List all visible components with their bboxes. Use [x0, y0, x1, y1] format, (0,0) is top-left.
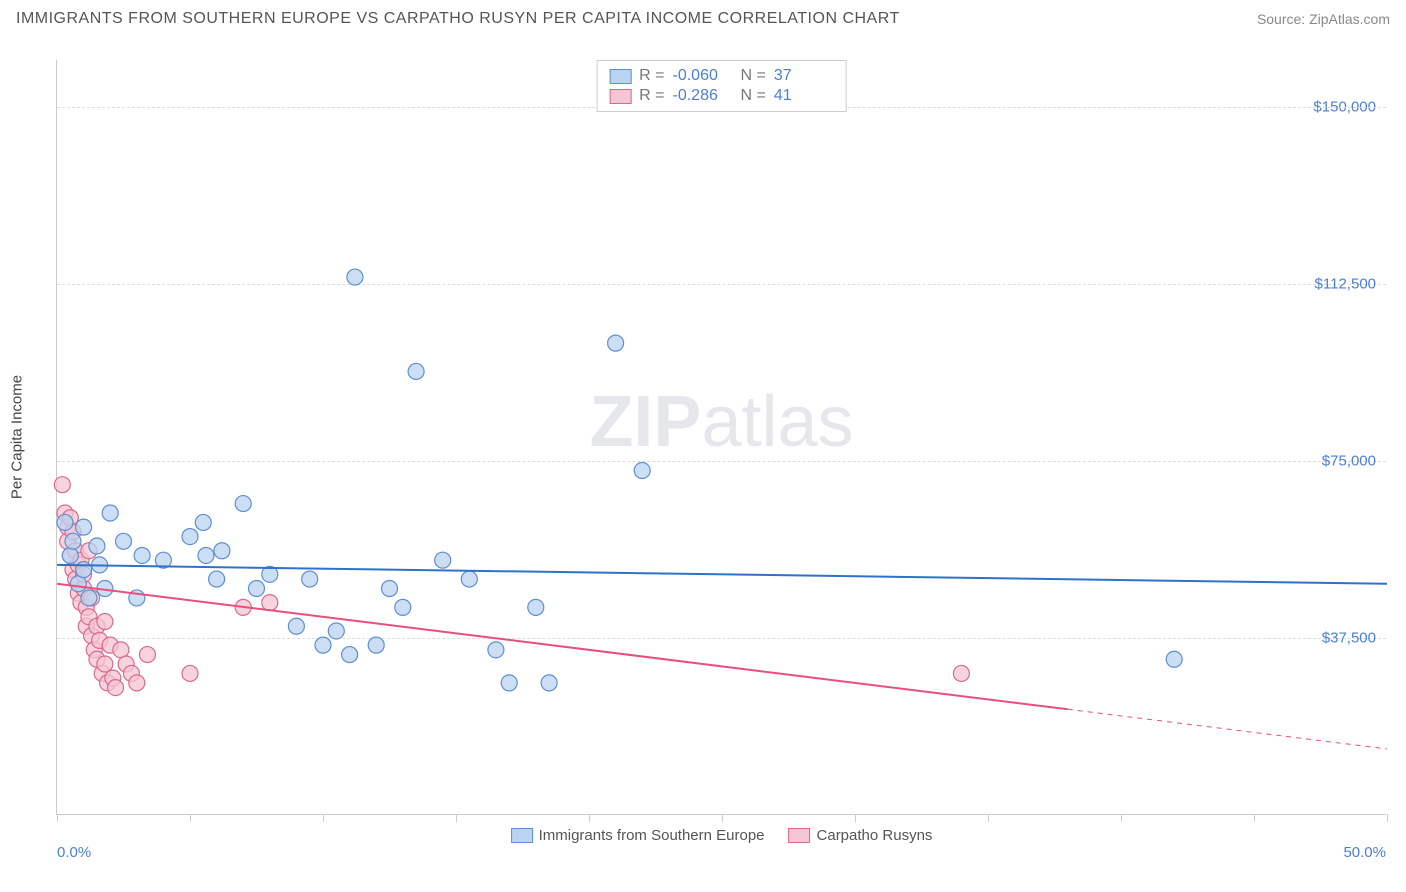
scatter-point: [235, 496, 251, 512]
x-tick-label-right: 50.0%: [1343, 844, 1386, 861]
legend-item-1: Carpatho Rusyns: [789, 827, 933, 844]
swatch-carpatho-rusyns: [609, 89, 631, 104]
scatter-point: [134, 547, 150, 563]
source-label: Source: ZipAtlas.com: [1257, 11, 1390, 27]
legend-swatch-southern-europe: [511, 828, 533, 843]
x-tick: [722, 814, 723, 822]
source-name: ZipAtlas.com: [1309, 11, 1390, 27]
scatter-point: [315, 637, 331, 653]
x-tick-label-left: 0.0%: [57, 844, 91, 861]
chart-container: IMMIGRANTS FROM SOUTHERN EUROPE VS CARPA…: [0, 0, 1406, 892]
scatter-point: [541, 675, 557, 691]
x-tick: [190, 814, 191, 822]
stats-row-0: R = -0.060 N = 37: [609, 67, 834, 85]
scatter-point: [108, 680, 124, 696]
scatter-point: [116, 533, 132, 549]
r-label-0: R =: [639, 67, 664, 85]
scatter-point: [54, 477, 70, 493]
n-value-0: 37: [774, 67, 834, 85]
scatter-point: [347, 269, 363, 285]
bottom-legend: Immigrants from Southern Europe Carpatho…: [511, 827, 933, 844]
x-tick: [1387, 814, 1388, 822]
scatter-point: [65, 533, 81, 549]
scatter-point: [102, 505, 118, 521]
scatter-point: [198, 547, 214, 563]
legend-swatch-carpatho-rusyns: [789, 828, 811, 843]
scatter-point: [302, 571, 318, 587]
header: IMMIGRANTS FROM SOUTHERN EUROPE VS CARPA…: [0, 0, 1406, 34]
scatter-point: [249, 581, 265, 597]
n-label-1: N =: [741, 87, 766, 105]
scatter-point: [1166, 651, 1182, 667]
chart-title: IMMIGRANTS FROM SOUTHERN EUROPE VS CARPA…: [16, 10, 900, 28]
r-label-1: R =: [639, 87, 664, 105]
scatter-point: [81, 590, 97, 606]
scatter-point: [76, 562, 92, 578]
x-tick: [1254, 814, 1255, 822]
scatter-point: [214, 543, 230, 559]
scatter-point: [528, 599, 544, 615]
scatter-point: [57, 514, 73, 530]
r-value-1: -0.286: [673, 87, 733, 105]
scatter-point: [488, 642, 504, 658]
x-tick: [589, 814, 590, 822]
scatter-point: [89, 538, 105, 554]
scatter-point: [368, 637, 384, 653]
scatter-point: [139, 647, 155, 663]
scatter-point: [953, 665, 969, 681]
scatter-point: [342, 647, 358, 663]
scatter-point: [97, 614, 113, 630]
scatter-point: [76, 519, 92, 535]
scatter-point: [97, 656, 113, 672]
regression-line-dashed: [1068, 709, 1387, 749]
x-tick: [988, 814, 989, 822]
r-value-0: -0.060: [673, 67, 733, 85]
scatter-point: [288, 618, 304, 634]
scatter-point: [195, 514, 211, 530]
stats-row-1: R = -0.286 N = 41: [609, 87, 834, 105]
plot-area: Per Capita Income $37,500$75,000$112,500…: [56, 60, 1386, 815]
n-value-1: 41: [774, 87, 834, 105]
x-tick: [57, 814, 58, 822]
regression-line: [57, 584, 1068, 710]
scatter-point: [62, 547, 78, 563]
scatter-point: [129, 675, 145, 691]
x-tick: [1121, 814, 1122, 822]
scatter-point: [608, 335, 624, 351]
legend-item-0: Immigrants from Southern Europe: [511, 827, 765, 844]
scatter-point: [395, 599, 411, 615]
stats-legend: R = -0.060 N = 37 R = -0.286 N = 41: [596, 60, 847, 112]
scatter-point: [501, 675, 517, 691]
scatter-point: [182, 665, 198, 681]
x-tick: [323, 814, 324, 822]
legend-label-1: Carpatho Rusyns: [817, 827, 933, 844]
scatter-point: [382, 581, 398, 597]
source-prefix: Source:: [1257, 11, 1309, 27]
scatter-point: [461, 571, 477, 587]
y-axis-title: Per Capita Income: [9, 375, 26, 499]
x-tick: [855, 814, 856, 822]
scatter-point: [408, 363, 424, 379]
x-tick: [456, 814, 457, 822]
scatter-point: [262, 595, 278, 611]
scatter-point: [435, 552, 451, 568]
scatter-point: [328, 623, 344, 639]
scatter-point: [634, 463, 650, 479]
scatter-point: [182, 529, 198, 545]
swatch-southern-europe: [609, 69, 631, 84]
scatter-point: [209, 571, 225, 587]
plot-svg: [57, 60, 1386, 814]
n-label-0: N =: [741, 67, 766, 85]
legend-label-0: Immigrants from Southern Europe: [539, 827, 765, 844]
